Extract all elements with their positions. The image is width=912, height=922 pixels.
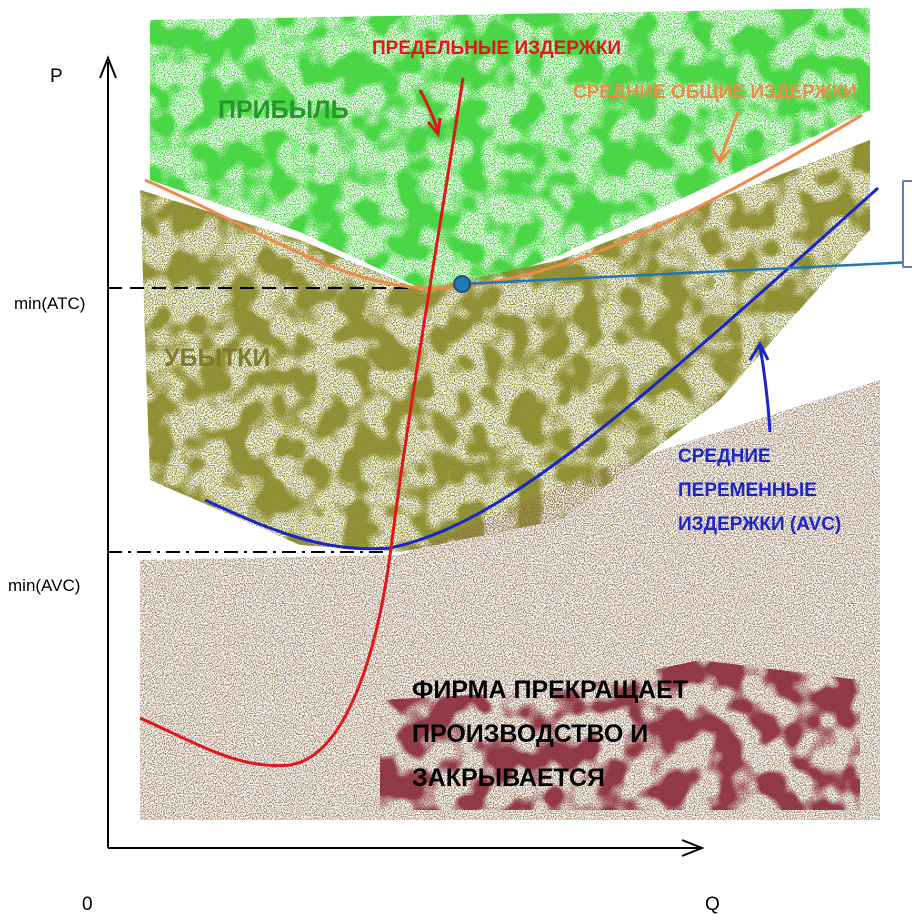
callout-box bbox=[902, 180, 912, 268]
y-axis-label: P bbox=[50, 66, 63, 87]
shutdown-region bbox=[140, 380, 880, 820]
y-axis-arrow-icon bbox=[99, 55, 117, 79]
avc-curve bbox=[204, 186, 880, 551]
losses-region bbox=[140, 140, 870, 552]
shutdown-region-label: ФИРМА ПРЕКРАЩАЕТ ПРОИЗВОДСТВО И ЗАКРЫВАЕ… bbox=[412, 676, 689, 792]
avc-curve-label: СРЕДНИЕ ПЕРЕМЕННЫЕ ИЗДЕРЖКИ (AVC) bbox=[678, 446, 842, 535]
mc-curve-label: ПРЕДЕЛЬНЫЕ ИЗДЕРЖКИ bbox=[372, 38, 622, 59]
min-atc-label: min(ATC) bbox=[14, 294, 86, 313]
atc-pointer-arrow-icon bbox=[710, 111, 740, 165]
mc-curve bbox=[139, 77, 465, 768]
min-avc-label: min(AVC) bbox=[8, 576, 81, 595]
atc-curve-label: СРЕДНИЕ ОБЩИЕ ИЗДЕРЖКИ bbox=[573, 82, 857, 103]
profit-region bbox=[150, 8, 870, 288]
avc-pointer-arrow-icon bbox=[748, 340, 772, 433]
callout-line bbox=[461, 260, 912, 286]
profit-region-label: ПРИБЫЛЬ bbox=[218, 96, 349, 124]
losses-region-label: УБЫТКИ bbox=[164, 344, 271, 372]
origin-label: 0 bbox=[82, 894, 93, 915]
callout-point-marker bbox=[453, 275, 471, 293]
x-axis-arrow-icon bbox=[681, 839, 705, 857]
mc-pointer-arrow-icon bbox=[418, 89, 442, 138]
x-axis-label: Q bbox=[705, 894, 720, 915]
axes bbox=[99, 55, 705, 857]
atc-curve bbox=[144, 113, 863, 290]
